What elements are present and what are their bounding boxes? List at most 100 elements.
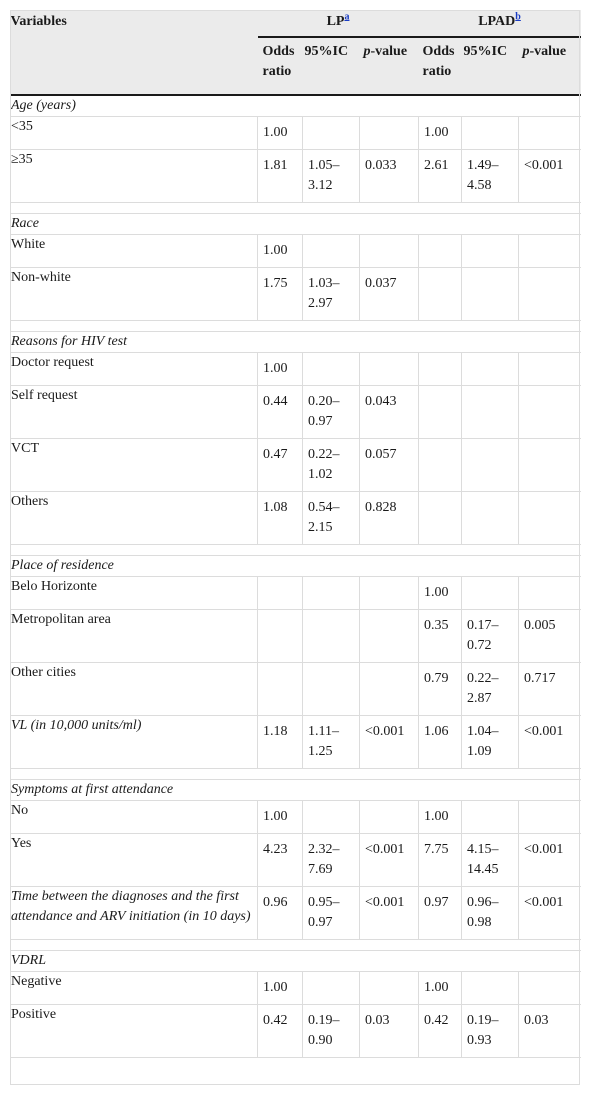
table-row: No 1.00 1.00 bbox=[10, 800, 581, 834]
lp-odds-ratio-cell: 0.47 bbox=[257, 438, 303, 492]
header-blank bbox=[10, 37, 258, 96]
lp-odds-ratio-cell: 1.00 bbox=[257, 234, 303, 268]
lpad-pvalue-cell bbox=[518, 800, 581, 834]
lpad-odds-ratio-cell bbox=[418, 438, 462, 492]
lp-ci-cell bbox=[302, 576, 360, 610]
lpad-pvalue-cell bbox=[518, 971, 581, 1005]
lp-odds-ratio-cell: 4.23 bbox=[257, 833, 303, 887]
lpad-pvalue-cell bbox=[518, 576, 581, 610]
table-body: Age (years) <35 1.00 1.00 ≥35 1.81 1.05–3.12 0.… bbox=[9, 95, 581, 1058]
lp-odds-ratio-cell: 0.42 bbox=[257, 1004, 303, 1058]
lpad-odds-ratio-cell: 0.79 bbox=[418, 662, 462, 716]
lp-ci-cell bbox=[302, 800, 360, 834]
row-label: Positive bbox=[10, 1004, 258, 1058]
lpad-odds-ratio-cell bbox=[418, 491, 462, 545]
lp-odds-ratio-cell: 1.00 bbox=[257, 800, 303, 834]
lpad-ci-cell bbox=[461, 800, 519, 834]
section-label: VDRL bbox=[9, 950, 581, 972]
lp-pvalue-cell: <0.001 bbox=[358, 715, 419, 769]
row-label: Others bbox=[10, 491, 258, 545]
lp-ci-cell: 0.20–0.97 bbox=[302, 385, 360, 439]
lpad-odds-ratio-cell: 0.42 bbox=[418, 1004, 462, 1058]
lp-odds-ratio-cell bbox=[257, 609, 303, 663]
lpad-odds-ratio-cell bbox=[418, 385, 462, 439]
section-header-row: Race bbox=[9, 213, 581, 235]
lp-ci-cell: 1.05–3.12 bbox=[302, 149, 360, 203]
table-row: VL (in 10,000 units/ml) 1.18 1.11–1.25 <0.0… bbox=[10, 715, 581, 769]
spacer-row bbox=[10, 202, 581, 214]
lpad-pvalue-cell: <0.001 bbox=[518, 715, 581, 769]
footnote-a-link[interactable]: a bbox=[344, 11, 350, 23]
header-lp-label: LP bbox=[326, 14, 345, 29]
header-lp: LPa bbox=[257, 10, 419, 38]
row-label: No bbox=[10, 800, 258, 834]
lp-pvalue-cell: 0.828 bbox=[358, 491, 419, 545]
lp-pvalue-cell bbox=[358, 662, 419, 716]
lpad-odds-ratio-cell: 0.97 bbox=[418, 886, 462, 940]
lp-pvalue-cell: 0.057 bbox=[358, 438, 419, 492]
lpad-odds-ratio-cell: 7.75 bbox=[418, 833, 462, 887]
spacer-row bbox=[10, 544, 581, 556]
lpad-ci-cell bbox=[461, 438, 519, 492]
lp-pvalue-cell: <0.001 bbox=[358, 886, 419, 940]
row-label: Doctor request bbox=[10, 352, 258, 386]
table-row: ≥35 1.81 1.05–3.12 0.033 2.61 1.49–4.58 <0.001 bbox=[10, 149, 581, 203]
lp-pvalue-cell bbox=[358, 576, 419, 610]
lp-ci-cell: 0.22–1.02 bbox=[302, 438, 360, 492]
spacer-row bbox=[10, 768, 581, 780]
header-lpad: LPADb bbox=[418, 10, 581, 38]
section-header-row: Reasons for HIV test bbox=[9, 331, 581, 353]
footnote-b-link[interactable]: b bbox=[515, 11, 521, 23]
header-pvalue-lpad: p-value bbox=[518, 37, 581, 96]
lp-pvalue-cell: 0.043 bbox=[358, 385, 419, 439]
lp-pvalue-cell: <0.001 bbox=[358, 833, 419, 887]
section-label: Symptoms at first attendance bbox=[9, 779, 581, 801]
header-pvalue-lp: p-value bbox=[359, 37, 419, 96]
lp-ci-cell bbox=[302, 352, 360, 386]
lpad-pvalue-cell: <0.001 bbox=[518, 886, 581, 940]
section-header-row: Age (years) bbox=[9, 95, 581, 117]
lpad-pvalue-cell: <0.001 bbox=[518, 149, 581, 203]
section-label: Race bbox=[9, 213, 581, 235]
lpad-pvalue-cell: 0.717 bbox=[518, 662, 581, 716]
lpad-odds-ratio-cell bbox=[418, 267, 462, 321]
lpad-pvalue-cell bbox=[518, 116, 581, 150]
header-variables: Variables bbox=[10, 10, 258, 37]
header-ci-lp: 95%IC bbox=[302, 37, 360, 96]
lpad-pvalue-cell bbox=[518, 438, 581, 492]
section-header-row: VDRL bbox=[9, 950, 581, 972]
section-label: Place of residence bbox=[9, 555, 581, 577]
header-lpad-label: LPAD bbox=[478, 14, 516, 29]
lp-odds-ratio-cell: 0.96 bbox=[257, 886, 303, 940]
lpad-pvalue-cell bbox=[518, 491, 581, 545]
lp-ci-cell bbox=[302, 971, 360, 1005]
table-row: Other cities 0.79 0.22–2.87 0.717 bbox=[10, 662, 581, 716]
lp-odds-ratio-cell: 1.08 bbox=[257, 491, 303, 545]
lp-pvalue-cell bbox=[358, 800, 419, 834]
lp-odds-ratio-cell: 1.00 bbox=[257, 971, 303, 1005]
row-label: Time between the diagnoses and the first… bbox=[10, 886, 258, 940]
lp-pvalue-cell: 0.037 bbox=[358, 267, 419, 321]
lp-ci-cell: 0.95–0.97 bbox=[302, 886, 360, 940]
lp-odds-ratio-cell bbox=[257, 662, 303, 716]
table-row: Others 1.08 0.54–2.15 0.828 bbox=[10, 491, 581, 545]
lpad-pvalue-cell bbox=[518, 385, 581, 439]
table-row: Negative 1.00 1.00 bbox=[10, 971, 581, 1005]
lp-odds-ratio-cell: 1.00 bbox=[257, 352, 303, 386]
spacer-row bbox=[10, 320, 581, 332]
odds-ratio-table: Variables LPa LPADb Odds ratio 95%IC p-v… bbox=[9, 10, 581, 1058]
lpad-ci-cell: 0.17–0.72 bbox=[461, 609, 519, 663]
row-label: Non-white bbox=[10, 267, 258, 321]
lpad-ci-cell: 4.15–14.45 bbox=[461, 833, 519, 887]
lpad-odds-ratio-cell: 1.00 bbox=[418, 971, 462, 1005]
lpad-pvalue-cell: <0.001 bbox=[518, 833, 581, 887]
lpad-pvalue-cell: 0.005 bbox=[518, 609, 581, 663]
table-row: Non-white 1.75 1.03–2.97 0.037 bbox=[10, 267, 581, 321]
lpad-ci-cell bbox=[461, 491, 519, 545]
lpad-odds-ratio-cell: 0.35 bbox=[418, 609, 462, 663]
lp-ci-cell: 1.03–2.97 bbox=[302, 267, 360, 321]
lp-odds-ratio-cell: 1.18 bbox=[257, 715, 303, 769]
lpad-odds-ratio-cell: 1.00 bbox=[418, 116, 462, 150]
row-label: VL (in 10,000 units/ml) bbox=[10, 715, 258, 769]
table-row: Yes 4.23 2.32–7.69 <0.001 7.75 4.15–14.45 <0.0… bbox=[10, 833, 581, 887]
